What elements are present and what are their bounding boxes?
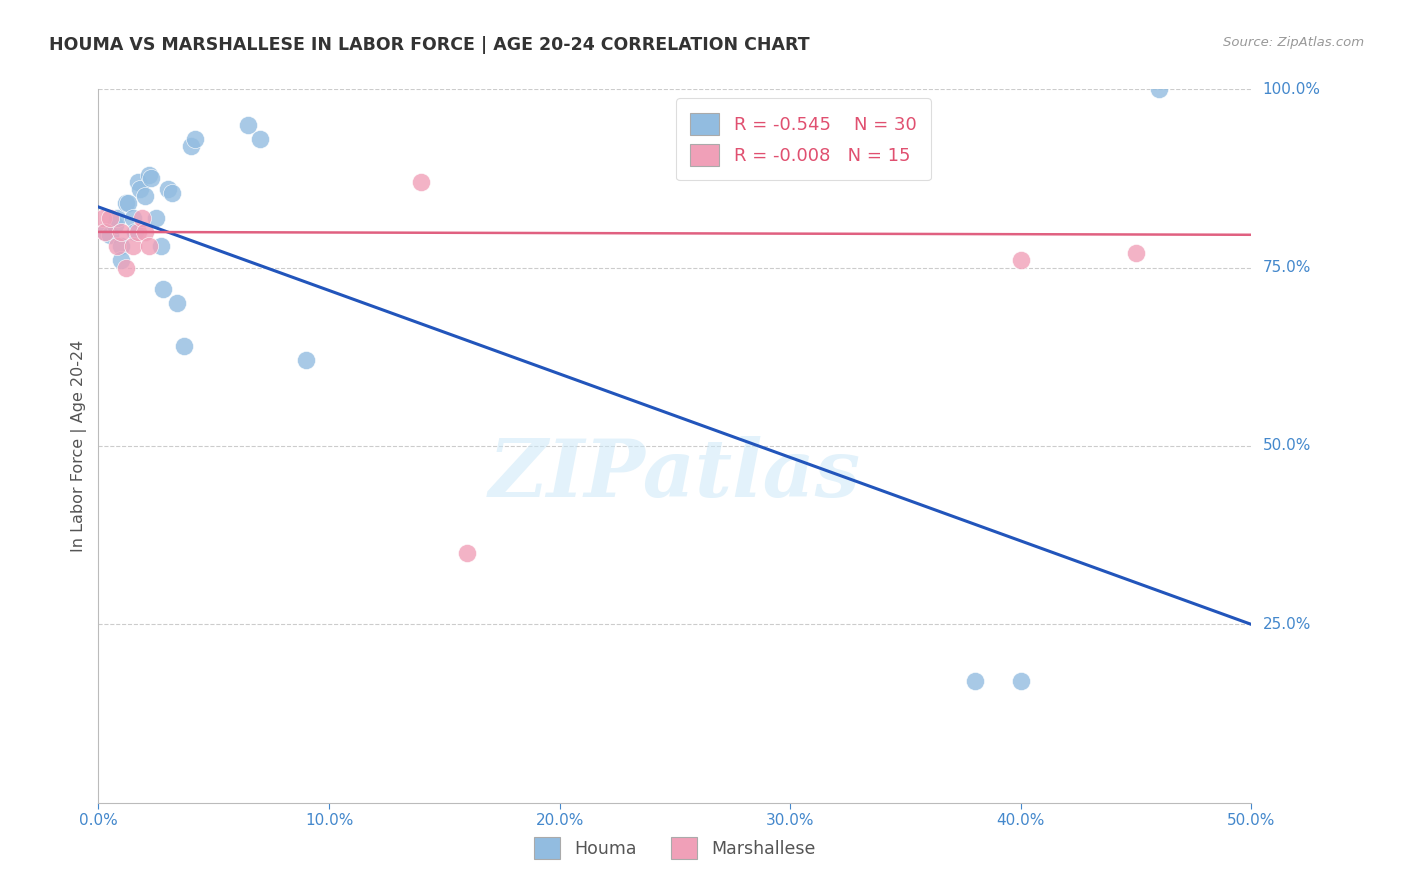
Point (131, 211, 153, 225)
Point (238, 118, 260, 132)
Point (91, 211, 114, 225)
Point (98, 211, 121, 225)
Text: 75.0%: 75.0% (1263, 260, 1310, 275)
Point (110, 225, 132, 239)
Point (180, 139, 202, 153)
Text: Source: ZipAtlas.com: Source: ZipAtlas.com (1223, 36, 1364, 49)
Point (134, 225, 156, 239)
Point (115, 196, 138, 211)
Point (141, 171, 163, 186)
Point (138, 239, 160, 253)
Point (94, 225, 117, 239)
Point (149, 239, 172, 253)
Point (152, 282, 174, 296)
Legend: Houma, Marshallese: Houma, Marshallese (527, 830, 823, 865)
Point (115, 260, 138, 275)
Point (94, 225, 117, 239)
Point (145, 211, 167, 225)
Point (129, 182, 152, 196)
Text: ZIPatlas: ZIPatlas (489, 436, 860, 513)
Point (1125, 246, 1147, 260)
Y-axis label: In Labor Force | Age 20-24: In Labor Force | Age 20-24 (72, 340, 87, 552)
Point (110, 253, 132, 268)
Point (105, 211, 128, 225)
Point (127, 225, 149, 239)
Point (110, 239, 132, 253)
Point (127, 175, 149, 189)
Text: 25.0%: 25.0% (1263, 617, 1310, 632)
Point (122, 211, 145, 225)
Point (1010, 253, 1032, 268)
Point (124, 225, 146, 239)
Point (411, 175, 433, 189)
Point (456, 546, 478, 560)
Point (160, 186, 183, 200)
Point (105, 239, 128, 253)
Text: 100.0%: 100.0% (1263, 82, 1320, 96)
Point (138, 168, 160, 182)
Text: 50.0%: 50.0% (1263, 439, 1310, 453)
Point (184, 132, 207, 146)
Point (156, 182, 179, 196)
Point (117, 196, 139, 211)
Point (166, 296, 188, 310)
Point (103, 218, 125, 232)
Point (122, 239, 145, 253)
Point (1010, 674, 1032, 689)
Text: HOUMA VS MARSHALLESE IN LABOR FORCE | AGE 20-24 CORRELATION CHART: HOUMA VS MARSHALLESE IN LABOR FORCE | AG… (49, 36, 810, 54)
Point (295, 353, 318, 368)
Point (173, 339, 195, 353)
Point (134, 189, 156, 203)
Point (98, 228, 121, 243)
Point (1147, 82, 1170, 96)
Point (963, 674, 986, 689)
Point (249, 132, 271, 146)
